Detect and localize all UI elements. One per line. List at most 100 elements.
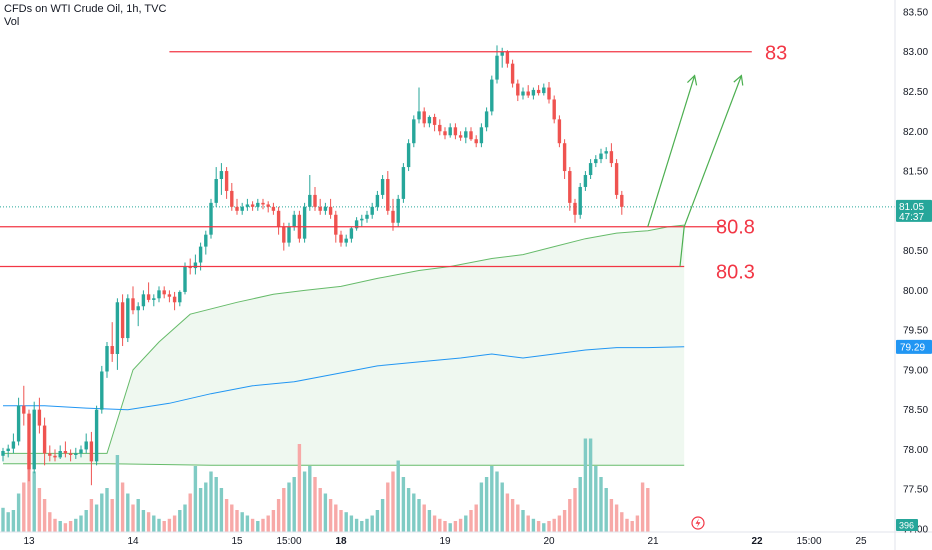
volume-bar (406, 488, 411, 532)
volume-bar (526, 515, 530, 532)
volume-bar (547, 521, 551, 532)
candle (250, 201, 255, 211)
level-83[interactable]: 83 (169, 43, 787, 65)
candle-body (323, 206, 328, 211)
candle (183, 262, 187, 295)
candle-body (245, 204, 250, 207)
trend-arrow[interactable] (679, 74, 744, 267)
candle-body (328, 206, 333, 215)
candle (167, 290, 172, 303)
candle-body (115, 302, 120, 354)
candle (547, 81, 551, 104)
level-label: 80.8 (716, 217, 755, 239)
candle-body (557, 119, 562, 144)
candle-body (432, 116, 437, 125)
vwap-mid-line (3, 346, 685, 411)
candle (219, 163, 224, 195)
candle (235, 198, 239, 215)
candle (386, 171, 390, 215)
arrows-layer (647, 74, 744, 267)
volume-bar (438, 518, 442, 532)
candle (557, 115, 562, 148)
candle-body (63, 451, 68, 454)
candle (313, 186, 317, 211)
volume-bar (334, 504, 338, 532)
candle-body (68, 453, 73, 455)
replay-icon[interactable] (691, 516, 705, 530)
candle-body (417, 111, 421, 120)
symbol-title[interactable]: CFDs on WTI Crude Oil, 1h, TVC (4, 3, 167, 15)
volume-bar (68, 521, 73, 532)
candle-body (84, 441, 88, 450)
candle (198, 242, 203, 271)
y-tick-label: 78.00 (903, 445, 928, 456)
candle (427, 115, 432, 128)
candle (79, 445, 83, 458)
candle-body (79, 449, 83, 454)
volume-badge-value: 396 (899, 521, 914, 531)
price-badge-bg (896, 199, 932, 222)
candle (266, 201, 270, 213)
volume-layer (1, 438, 650, 532)
volume-bar (557, 515, 562, 532)
trend-arrow[interactable] (647, 74, 698, 227)
volume-badge[interactable]: 396 (896, 519, 918, 531)
mid-badge-value: 79.29 (900, 342, 925, 353)
volume-bar (349, 515, 354, 532)
level-80-3[interactable]: 80.3 (0, 261, 755, 283)
candle (484, 107, 489, 132)
candle-body (469, 131, 473, 140)
candle (432, 113, 437, 132)
volume-bar (297, 444, 302, 532)
arrow-head (733, 74, 744, 86)
volume-bar (193, 466, 198, 532)
level-80-8[interactable]: 80.8 (0, 217, 755, 239)
volume-bar (276, 499, 281, 532)
candle (256, 198, 260, 211)
mid-badge-bg (896, 339, 932, 354)
candle-body (58, 451, 62, 458)
candle-body (37, 409, 42, 426)
candle (474, 135, 478, 148)
volume-bar (245, 515, 250, 532)
legend: CFDs on WTI Crude Oil, 1h, TVC Vol (4, 3, 166, 29)
mid-badge[interactable]: 79.29 (896, 339, 932, 354)
candle-body (209, 202, 213, 235)
candle-body (27, 413, 31, 470)
volume-bar (417, 499, 421, 532)
candle-body (588, 163, 593, 176)
candle (464, 127, 468, 144)
volume-bar (521, 510, 525, 532)
volume-bar (640, 482, 645, 532)
candle-body (380, 179, 385, 195)
level-label: 80.3 (716, 261, 755, 283)
candle (531, 87, 536, 100)
candle-body (105, 346, 109, 372)
volume-bar (287, 482, 291, 532)
candle (604, 147, 608, 160)
band-fill (3, 225, 685, 466)
candle-body (396, 198, 400, 223)
volume-bar (313, 477, 317, 532)
candle-body (178, 291, 182, 303)
volume-bar (162, 521, 166, 532)
candle-body (510, 63, 515, 84)
candle (370, 202, 374, 219)
candle-body (271, 206, 276, 211)
candle-body (224, 171, 229, 191)
candle-body (599, 153, 603, 160)
x-tick-label: 14 (127, 536, 139, 547)
candle-body (219, 171, 224, 180)
volume-bar (282, 488, 286, 532)
candle (105, 342, 109, 378)
candle (89, 431, 94, 486)
candle (162, 286, 166, 299)
candle (276, 206, 281, 235)
candle-body (235, 206, 239, 211)
volume-bar (110, 499, 114, 532)
volume-label[interactable]: Vol (4, 16, 20, 28)
candle-body (261, 202, 265, 205)
candle (131, 286, 135, 315)
